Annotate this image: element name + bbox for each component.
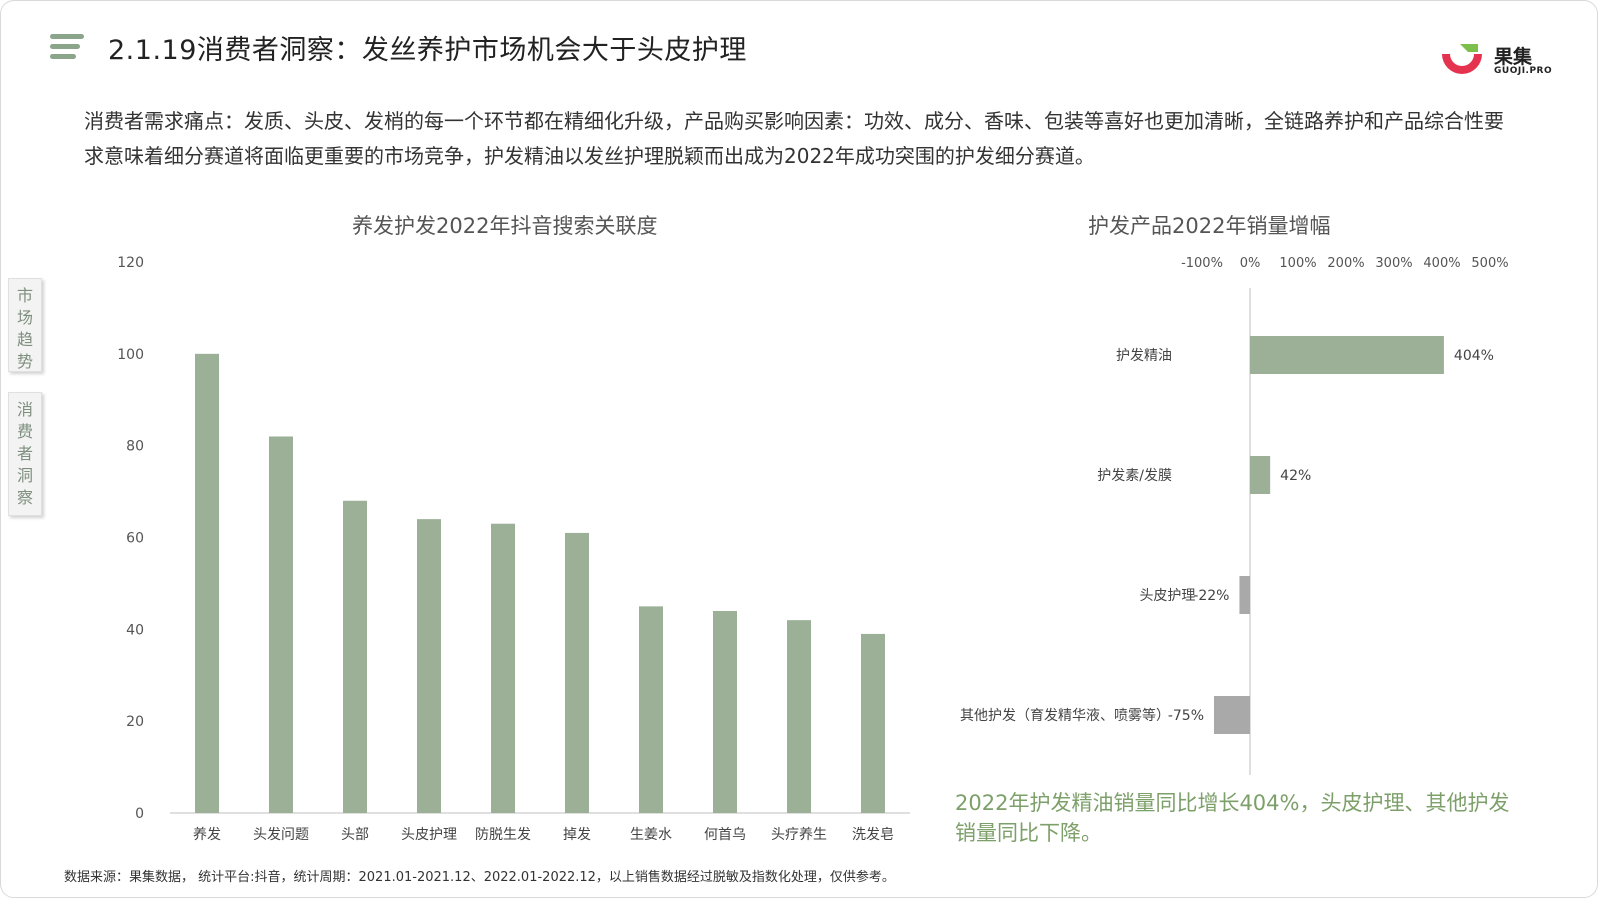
x-tick-label: 100% xyxy=(1279,256,1316,271)
bar xyxy=(861,633,885,813)
x-tick-label: 300% xyxy=(1375,256,1412,271)
x-tick-label: 头疗养生 xyxy=(771,827,827,843)
y-tick-label: 60 xyxy=(126,531,144,547)
x-tick-label: -100% xyxy=(1181,256,1223,271)
side-tab-market-trend[interactable]: 市场趋势 xyxy=(8,278,42,372)
bar xyxy=(1250,336,1444,374)
x-tick-label: 防脱生发 xyxy=(475,827,531,843)
x-tick-label: 500% xyxy=(1471,256,1508,271)
y-tick-label: 40 xyxy=(126,622,144,638)
x-tick-label: 400% xyxy=(1423,256,1460,271)
bar xyxy=(269,436,293,813)
x-tick-label: 何首乌 xyxy=(704,827,746,843)
bar xyxy=(1250,456,1271,494)
logo-mark-icon xyxy=(1442,44,1482,74)
bar xyxy=(787,620,811,813)
category-label: 其他护发（育发精华液、喷雾等） xyxy=(960,707,1170,724)
bar xyxy=(1239,576,1250,614)
menu-icon[interactable] xyxy=(50,34,86,66)
x-tick-label: 200% xyxy=(1327,256,1364,271)
bar xyxy=(1214,696,1250,734)
y-tick-label: 0 xyxy=(135,806,144,822)
value-label: 404% xyxy=(1454,348,1494,364)
x-tick-label: 掉发 xyxy=(563,827,591,843)
category-label: 头皮护理 xyxy=(1139,588,1195,604)
bar xyxy=(417,519,441,813)
value-label: -22% xyxy=(1193,588,1229,604)
y-tick-label: 100 xyxy=(117,347,144,363)
side-tab-label: 市场趋势 xyxy=(17,286,34,371)
bar xyxy=(565,532,589,813)
right-chart-title: 护发产品2022年销量增幅 xyxy=(1088,214,1331,238)
logo-name: 果集 xyxy=(1494,46,1533,68)
value-label: 42% xyxy=(1280,468,1311,484)
logo-subtitle: GUOJI.PRO xyxy=(1494,66,1553,76)
summary-text: 2022年护发精油销量同比增长404%，头皮护理、其他护发销量同比下降。 xyxy=(955,791,1510,845)
bar xyxy=(713,610,737,813)
x-tick-label: 0% xyxy=(1240,256,1261,271)
x-tick-label: 头皮护理 xyxy=(401,827,457,843)
brand-logo: 果集 GUOJI.PRO xyxy=(1438,40,1568,84)
y-tick-label: 80 xyxy=(126,439,144,455)
side-tab-consumer-insight[interactable]: 消费者洞察 xyxy=(8,392,42,516)
y-tick-label: 20 xyxy=(126,714,144,730)
x-tick-label: 头发问题 xyxy=(253,827,309,843)
x-tick-label: 生姜水 xyxy=(630,827,672,843)
intro-paragraph: 消费者需求痛点：发质、头皮、发梢的每一个环节都在精细化升级，产品购买影响因素：功… xyxy=(84,109,1504,168)
bar xyxy=(343,500,367,813)
y-tick-label: 120 xyxy=(117,255,144,271)
x-tick-label: 洗发皂 xyxy=(852,827,894,843)
bar xyxy=(491,523,515,813)
page-title: 2.1.19消费者洞察：发丝养护市场机会大于头皮护理 xyxy=(108,35,747,66)
category-label: 护发素/发膜 xyxy=(1097,468,1172,484)
sales-growth-chart: -100% 0% 100% 200% 300% 400% 500% 护发精油 404% 护发素/发… xyxy=(960,256,1509,775)
x-tick-label: 头部 xyxy=(341,827,369,843)
left-chart-title: 养发护发2022年抖音搜索关联度 xyxy=(352,214,658,238)
x-tick-label: 养发 xyxy=(193,827,221,843)
search-relevance-chart: 0 20 40 60 80 100 120 养发 头发问题 头部 头皮护理 防脱生发 掉发 生姜水 何首乌 头… xyxy=(117,255,910,843)
footnote: 数据来源：果集数据， 统计平台:抖音，统计周期：2021.01-2021.12、… xyxy=(64,870,895,885)
value-label: -75% xyxy=(1168,708,1204,724)
side-tab-label: 消费者洞察 xyxy=(17,400,34,507)
bar xyxy=(639,606,663,813)
bar xyxy=(195,353,219,813)
category-label: 护发精油 xyxy=(1116,348,1172,364)
